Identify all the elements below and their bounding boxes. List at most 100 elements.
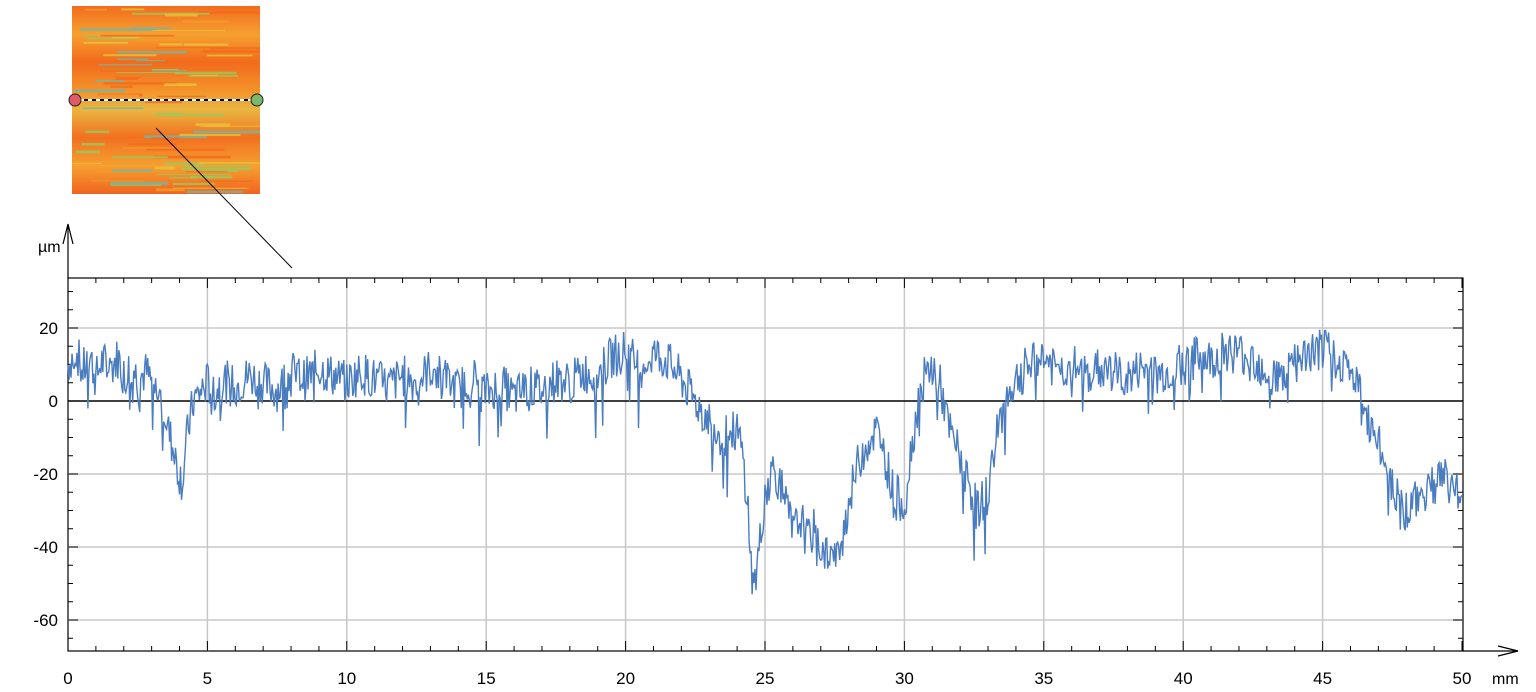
x-tick-label: 0 [63, 669, 72, 688]
inset-streak [112, 169, 153, 172]
inset-streak [155, 47, 227, 49]
x-tick-label: 30 [895, 669, 914, 688]
inset-streak [146, 148, 225, 151]
x-tick-label: 35 [1034, 669, 1053, 688]
inset-streak [85, 130, 110, 134]
x-tick-label: 25 [756, 669, 775, 688]
inset-streak [164, 83, 197, 87]
inset-streak [115, 76, 141, 79]
inset-streak [154, 166, 176, 170]
profile-series-line [67, 329, 1463, 595]
inset-streak [103, 60, 128, 62]
inset-streak [209, 47, 260, 50]
y-tick-label: -20 [33, 465, 58, 484]
inset-streak [76, 94, 140, 98]
inset-streak [199, 125, 260, 127]
inset-streak [151, 137, 179, 141]
inset-streak [152, 30, 225, 32]
x-tick-label: 40 [1174, 669, 1193, 688]
inset-streak [156, 188, 185, 192]
x-tick-label: 20 [616, 669, 635, 688]
inset-streak [135, 60, 166, 62]
inset-streak [169, 176, 198, 179]
inset-streak [179, 133, 241, 136]
inset-streak [144, 135, 207, 139]
inset-streak [100, 69, 153, 72]
inset-streak [83, 41, 129, 44]
inset-streak [182, 20, 229, 23]
inset-streak [195, 123, 230, 126]
x-tick-label: 15 [477, 669, 496, 688]
x-axis-arrowhead [1497, 645, 1519, 657]
y-axis-arrowhead [62, 223, 74, 245]
inset-streak [190, 175, 214, 179]
inset-streak [116, 51, 188, 54]
inset-streak [73, 89, 126, 93]
inset-streak [111, 36, 140, 39]
inset-streak [112, 156, 168, 159]
y-axis-unit: µm [38, 239, 61, 256]
inset-streak [191, 74, 218, 76]
inset-streak [100, 34, 175, 37]
inset-streak [110, 85, 133, 88]
inset-streak [200, 175, 233, 179]
inset-streak [193, 130, 260, 134]
x-tick-label: 45 [1313, 669, 1332, 688]
trace-start-marker[interactable] [68, 93, 82, 107]
y-tick-label: 20 [39, 319, 58, 338]
inset-streak [86, 40, 111, 42]
y-tick-label: -40 [33, 538, 58, 557]
inset-streak [128, 143, 177, 146]
inset-streak [121, 8, 145, 11]
inset-streak [184, 165, 251, 167]
inset-streak [197, 162, 260, 164]
y-tick-label: -60 [33, 611, 58, 630]
x-tick-label: 10 [337, 669, 356, 688]
inset-streak [165, 13, 198, 17]
inset-streak [131, 27, 172, 30]
inset-streak [206, 54, 253, 57]
trace-end-marker[interactable] [250, 93, 264, 107]
leader-line [155, 127, 293, 269]
surface-inset [68, 6, 264, 194]
inset-streak [161, 113, 225, 117]
x-tick-label: 5 [203, 669, 212, 688]
inset-streak [116, 71, 180, 74]
inset-streak [145, 101, 182, 104]
inset-streak [172, 182, 215, 186]
inset-streak [117, 58, 148, 60]
inset-streak [91, 180, 145, 182]
inset-streak [163, 162, 204, 166]
inset-streak [115, 78, 138, 80]
inset-streak [199, 180, 253, 182]
inset-streak [80, 28, 157, 31]
inset-streak [132, 70, 187, 72]
inset-streak [85, 8, 107, 11]
inset-streak [75, 150, 100, 154]
y-tick-label: 0 [49, 392, 58, 411]
inset-streak [134, 38, 210, 42]
inset-streak [121, 147, 176, 149]
inset-streak [81, 142, 105, 146]
plot-area: 0 5 10 15 20 25 30 35 40 45 50 20 0 -20 -40 -60 [33, 223, 1519, 688]
x-tick-label: 50 [1453, 669, 1472, 688]
inset-streak [154, 155, 231, 159]
inset-streak [174, 71, 237, 75]
inset-streak [181, 167, 251, 171]
inset-streak [98, 64, 152, 66]
inset-streak [197, 11, 260, 14]
inset-streak [202, 49, 260, 53]
inset-streak [157, 95, 206, 97]
inset-streak [82, 107, 144, 110]
inset-streak [183, 43, 229, 46]
inset-streak [87, 37, 144, 40]
inset-streak [157, 173, 230, 175]
inset-streak [159, 43, 183, 46]
inset-streak [186, 190, 244, 193]
inset-streak [72, 162, 102, 164]
inset-streak [103, 54, 157, 57]
inset-streak [110, 181, 169, 185]
inset-streak [185, 171, 228, 173]
inset-streak [202, 170, 238, 172]
